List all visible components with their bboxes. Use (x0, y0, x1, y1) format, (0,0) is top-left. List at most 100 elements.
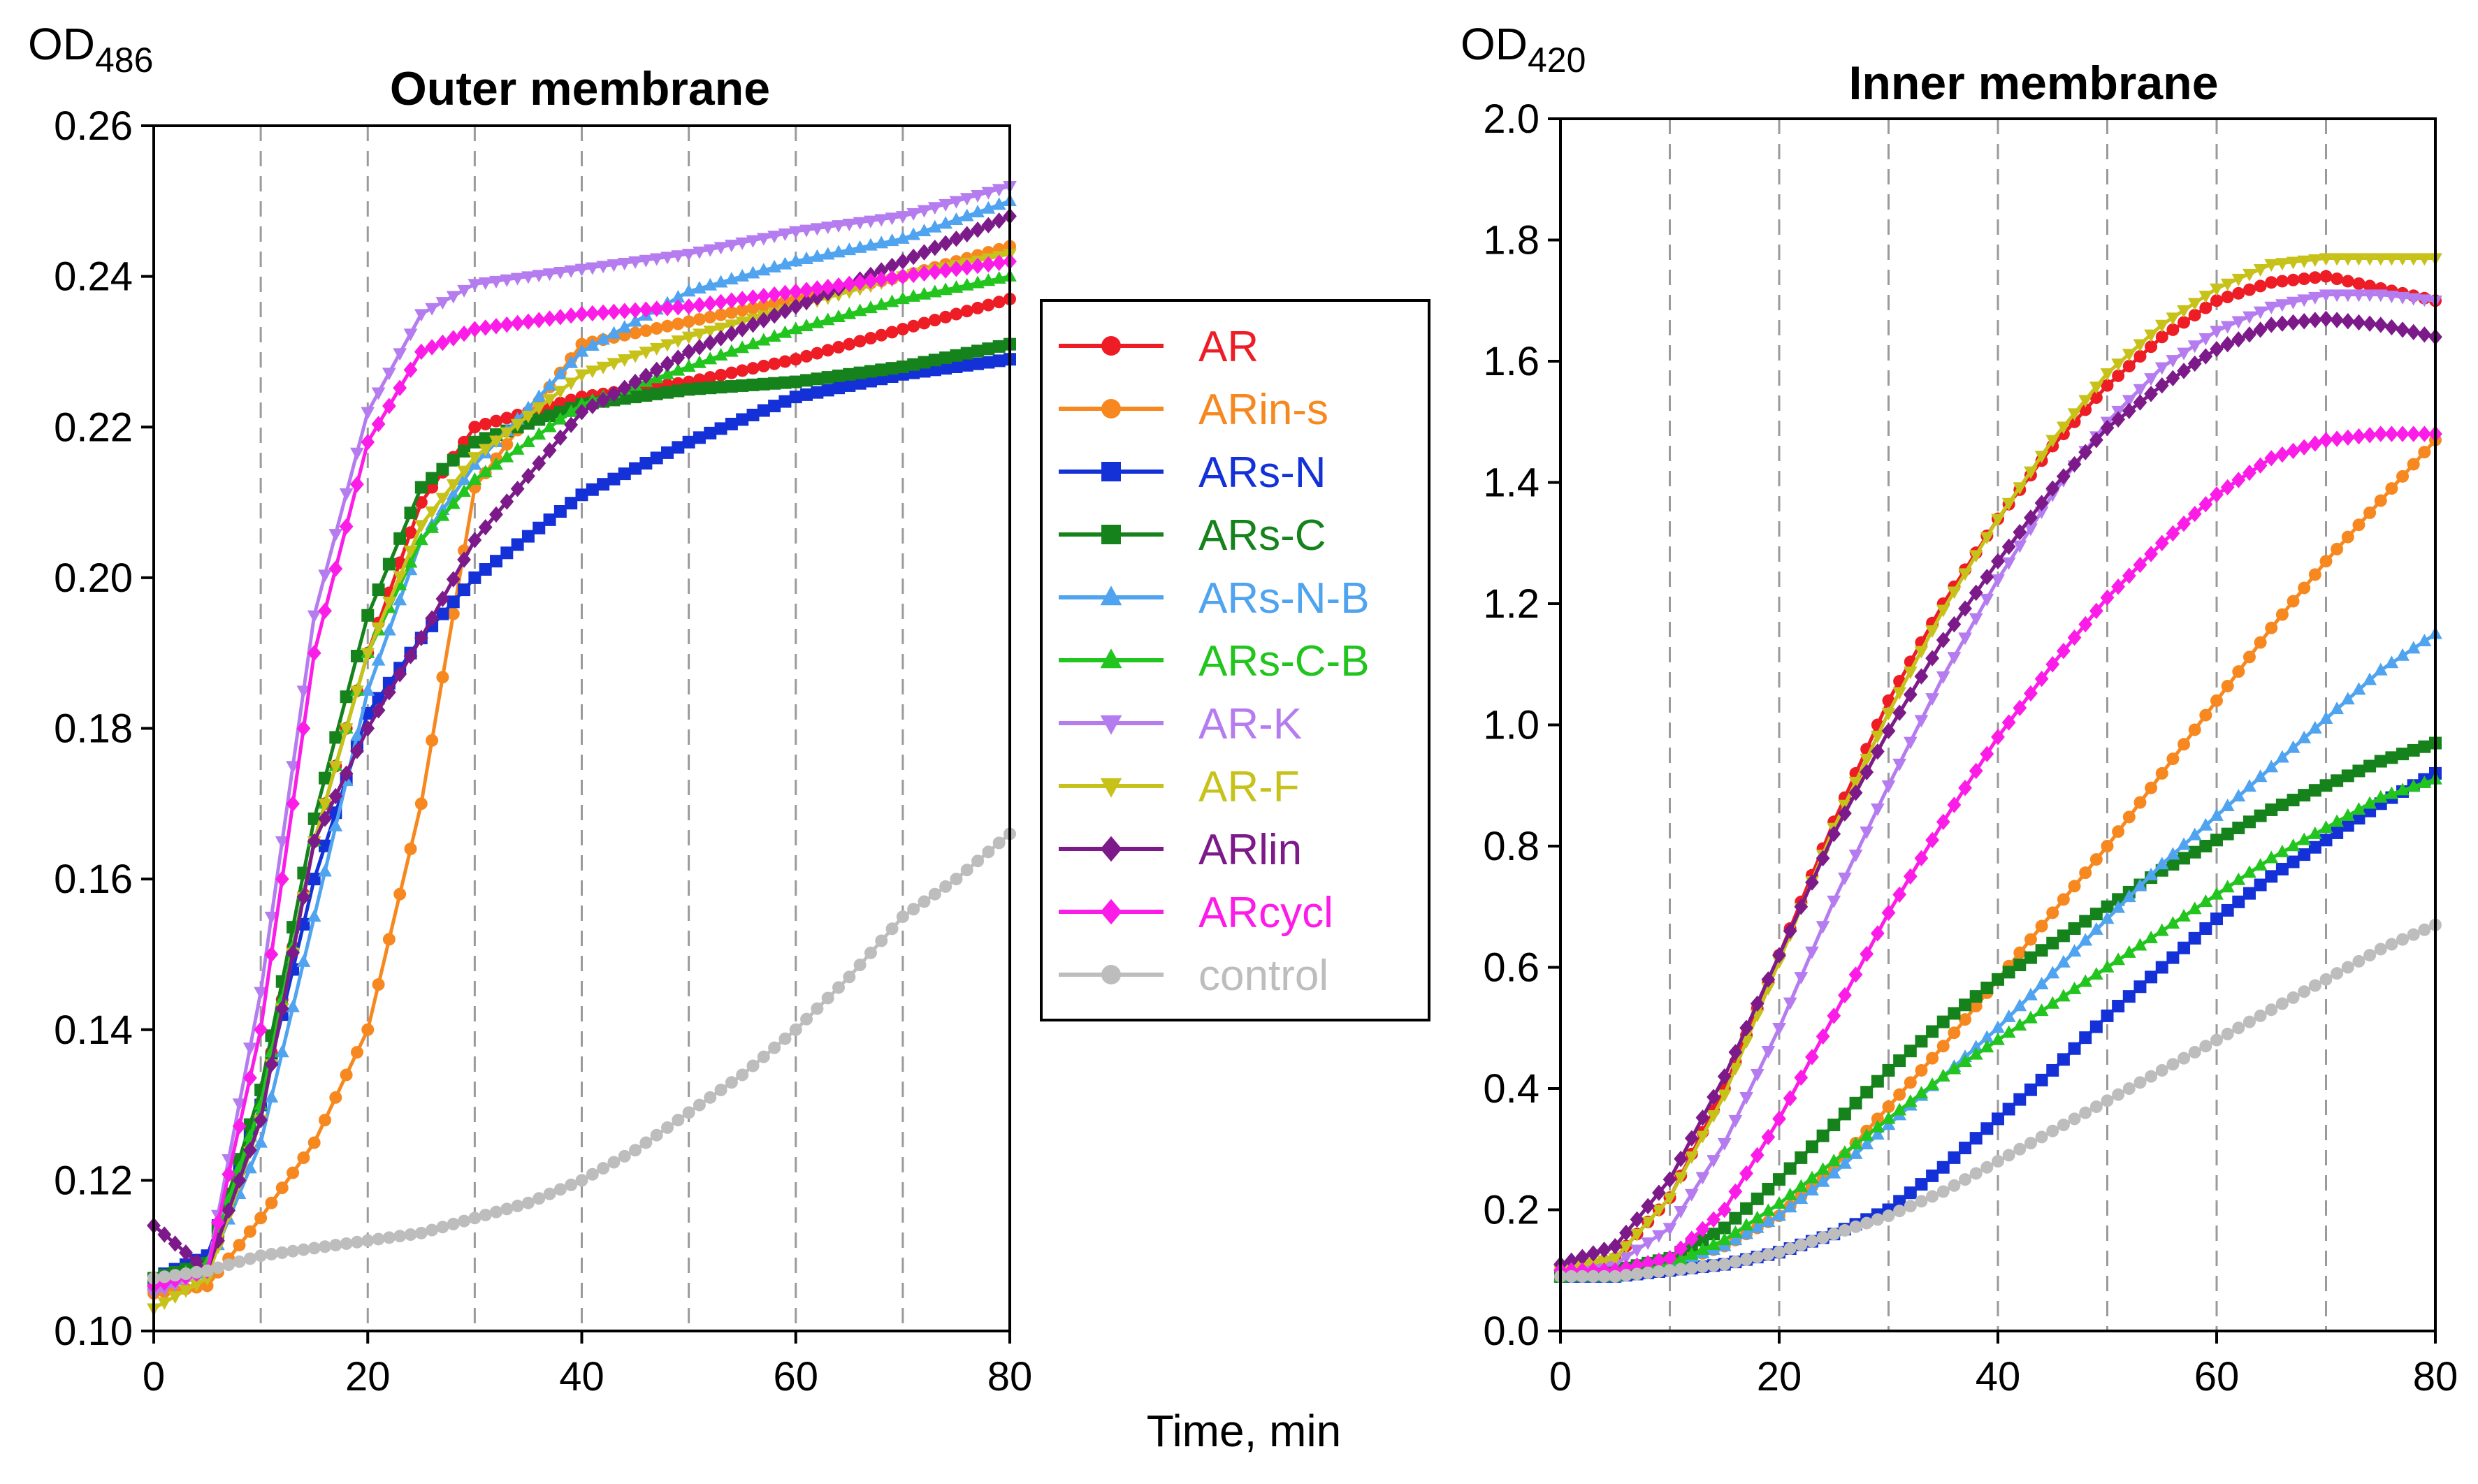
inner-ylabel: OD420 (1461, 19, 1586, 80)
data-point (1914, 715, 1929, 728)
data-point (1925, 831, 1939, 849)
data-point (2187, 298, 2202, 311)
data-point (596, 304, 611, 321)
data-point (435, 297, 450, 310)
data-point (2319, 711, 2333, 725)
data-point (393, 887, 407, 901)
data-point (242, 1161, 257, 1174)
data-point (618, 1149, 631, 1163)
data-point (574, 397, 589, 410)
data-point (2264, 450, 2279, 467)
data-point (2145, 340, 2158, 354)
data-point (672, 384, 685, 398)
data-point (328, 560, 343, 577)
data-point (1718, 1221, 1731, 1235)
data-point (500, 546, 514, 560)
inner-series-group (1553, 253, 2442, 1283)
data-point (1991, 729, 2005, 745)
data-point (1959, 998, 1972, 1012)
data-point (2253, 306, 2268, 319)
data-point (681, 343, 696, 361)
data-point (1794, 972, 1809, 985)
data-point (371, 701, 386, 719)
data-point (1707, 1259, 1720, 1272)
data-point (1762, 1183, 1775, 1196)
data-point (478, 465, 493, 478)
data-point (874, 297, 889, 310)
data-point (500, 274, 514, 287)
data-point (468, 1212, 481, 1225)
data-point (340, 1068, 353, 1082)
data-point (2166, 847, 2180, 860)
data-point (1881, 780, 1896, 794)
data-point (275, 871, 289, 887)
data-point (2013, 959, 2027, 972)
data-point (842, 286, 857, 299)
data-point (2002, 1149, 2015, 1162)
data-point (457, 551, 471, 568)
inner-ticks: 0 20 40 60 80 0.0 0.2 0.4 0.6 0.8 1.0 1.2 1.4 1.6 1.8 2… (1483, 96, 2458, 1399)
data-point (2220, 798, 2235, 811)
data-point (382, 684, 396, 701)
x-tick-label: 80 (987, 1354, 1033, 1399)
data-point (2133, 980, 2147, 994)
data-point (2417, 294, 2432, 307)
data-point (297, 1243, 310, 1256)
data-point (649, 253, 664, 266)
data-point (275, 1246, 289, 1259)
data-point (950, 873, 963, 886)
data-point (2406, 323, 2421, 341)
data-point (1903, 1094, 1918, 1107)
data-point (233, 1255, 246, 1268)
x-tick-label: 0 (1549, 1354, 1572, 1399)
data-point (2122, 810, 2136, 824)
data-point (1674, 1240, 1688, 1257)
data-point (2242, 887, 2256, 900)
data-point (2396, 933, 2410, 946)
data-point (542, 310, 557, 327)
data-point (1662, 1192, 1677, 1205)
data-point (564, 377, 579, 391)
data-point (853, 217, 867, 230)
data-point (468, 472, 482, 485)
data-point (489, 435, 503, 449)
data-point (542, 394, 557, 407)
data-point (307, 909, 321, 922)
data-point (2319, 270, 2333, 283)
data-point (1827, 1154, 1841, 1167)
data-point (458, 444, 471, 458)
series-markers-ars-c (1554, 736, 2442, 1283)
data-point (2275, 750, 2289, 763)
data-point (939, 198, 953, 212)
data-point (629, 326, 642, 340)
data-point (382, 623, 396, 636)
series-markers-ars-c-b (1553, 771, 2442, 1282)
data-point (714, 381, 727, 394)
data-point (542, 268, 557, 282)
data-point (1805, 1140, 1818, 1154)
data-point (2154, 534, 2169, 551)
data-point (2057, 1119, 2070, 1132)
data-point (2363, 672, 2377, 685)
data-point (1980, 593, 1994, 606)
data-point (2034, 976, 2049, 989)
data-point (704, 310, 717, 323)
data-point (820, 247, 835, 260)
data-point (971, 344, 985, 358)
data-point (927, 284, 942, 298)
data-point (789, 353, 802, 366)
data-point (2100, 368, 2115, 381)
data-point (168, 1291, 182, 1304)
data-point (426, 472, 439, 485)
data-point (2384, 425, 2399, 442)
inner-membrane-chart: Inner membrane OD420 0 20 40 60 800.00.20.40… (1461, 19, 2458, 1399)
data-point (2319, 253, 2333, 266)
y-tick-label: 0.24 (54, 254, 133, 300)
data-point (2154, 857, 2169, 870)
data-point (949, 279, 964, 293)
data-point (2352, 764, 2365, 778)
data-point (1980, 532, 1994, 545)
data-point (756, 233, 771, 246)
data-point (2198, 894, 2213, 908)
data-point (1674, 1263, 1688, 1276)
